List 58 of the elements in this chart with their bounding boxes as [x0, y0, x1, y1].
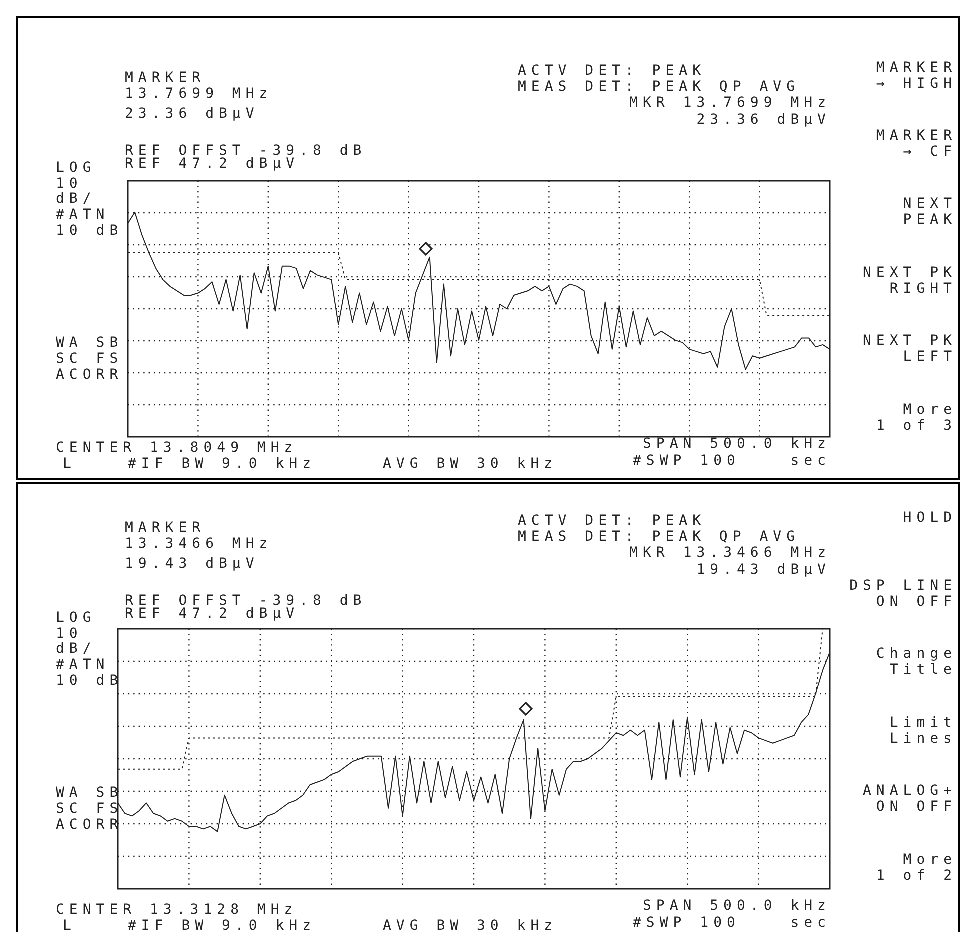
text: WA SB	[56, 335, 124, 351]
text: #ATN	[56, 207, 110, 223]
text: SPAN 500.0 kHz	[642, 898, 831, 914]
text: More 1 of 3	[876, 402, 957, 434]
annotation: 10 dB	[56, 673, 124, 689]
annotation: WA SB	[56, 785, 124, 801]
text: MARKER → CF	[876, 128, 957, 160]
text: dB/	[56, 191, 96, 207]
text: AVG BW 30 kHz	[383, 918, 558, 932]
text: #SWP 100	[633, 915, 740, 931]
text: NEXT PK LEFT	[862, 333, 957, 365]
text: MARKER	[125, 70, 206, 86]
text: #SWP 100	[633, 453, 740, 469]
text: 19.43 dBµV	[696, 562, 831, 578]
text: ACTV DET: PEAK	[518, 63, 706, 79]
text: sec	[790, 453, 831, 469]
text: MARKER → HIGH	[876, 60, 957, 92]
text: 13.7699 MHz	[125, 86, 273, 102]
text: CENTER 13.8049 MHz	[56, 440, 298, 456]
text: NEXT PK RIGHT	[862, 265, 957, 297]
text: #ATN	[56, 657, 110, 673]
text: MEAS DET: PEAK QP AVG	[518, 79, 800, 95]
text: SC FS	[56, 351, 124, 367]
text: 23.36 dBµV	[696, 112, 831, 128]
annotation: SC FS	[56, 801, 124, 817]
text: CENTER 13.3128 MHz	[56, 902, 298, 918]
text: L	[63, 456, 76, 472]
text: 10	[56, 176, 83, 192]
text: DSP LINE ON OFF	[850, 578, 957, 610]
text: 19.43 dBµV	[125, 556, 260, 572]
text: sec	[790, 915, 831, 931]
text: L	[63, 918, 76, 932]
text: MKR 13.7699 MHz	[630, 95, 831, 111]
text: Change Title	[876, 646, 957, 678]
text: LOG	[56, 610, 96, 626]
text: MEAS DET: PEAK QP AVG	[518, 529, 800, 545]
text: AVG BW 30 kHz	[383, 456, 558, 472]
text: ACTV DET: PEAK	[518, 513, 706, 529]
text: dB/	[56, 641, 96, 657]
text: 13.3466 MHz	[125, 536, 273, 552]
text: 10 dB	[56, 223, 124, 239]
text: NEXT PEAK	[903, 196, 957, 228]
annotation: ACORR	[56, 817, 124, 833]
text: MARKER	[125, 520, 206, 536]
text: #IF BW 9.0 kHz	[128, 918, 316, 932]
text: HOLD	[903, 510, 957, 526]
text: More 1 of 2	[876, 852, 957, 884]
text: 10	[56, 626, 83, 642]
text: ANALOG+ ON OFF	[862, 783, 957, 815]
text: MKR 13.3466 MHz	[630, 545, 831, 561]
text: ACORR	[56, 367, 124, 383]
text: REF 47.2 dBµV	[125, 606, 300, 622]
annotation: SPAN 500.0 kHz	[642, 436, 831, 452]
text: #IF BW 9.0 kHz	[128, 456, 316, 472]
text: LOG	[56, 160, 96, 176]
text: REF 47.2 dBµV	[125, 156, 300, 172]
text: Limit Lines	[890, 715, 957, 747]
text: 23.36 dBµV	[125, 106, 260, 122]
